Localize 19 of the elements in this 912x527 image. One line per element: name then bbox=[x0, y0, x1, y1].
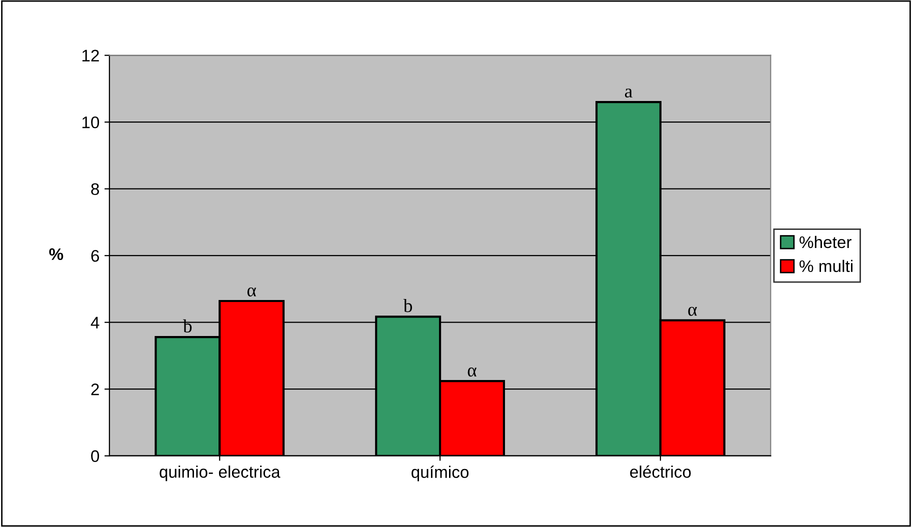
legend-label: % multi bbox=[800, 260, 852, 272]
x-tick-label: eléctrico bbox=[630, 465, 691, 478]
x-tick-label: quimio- electrica bbox=[160, 466, 280, 482]
text: α bbox=[688, 306, 697, 316]
y-tick-label: 2 bbox=[91, 384, 99, 396]
y-tick-label: 6 bbox=[91, 250, 99, 262]
y-axis-title: % bbox=[49, 248, 64, 260]
text: α bbox=[247, 287, 256, 296]
x-tick-label: químico bbox=[412, 466, 469, 482]
legend-label: %heter bbox=[800, 236, 852, 248]
text: b bbox=[182, 319, 192, 333]
y-tick-label: 8 bbox=[91, 183, 99, 196]
y-tick-label: 4 bbox=[90, 316, 100, 328]
text: a bbox=[624, 88, 632, 98]
text: α bbox=[468, 368, 476, 377]
y-tick-label: 12 bbox=[82, 50, 99, 62]
text: b bbox=[403, 298, 412, 312]
y-tick-label: 0 bbox=[91, 450, 100, 462]
y-tick-label: 10 bbox=[82, 116, 100, 128]
